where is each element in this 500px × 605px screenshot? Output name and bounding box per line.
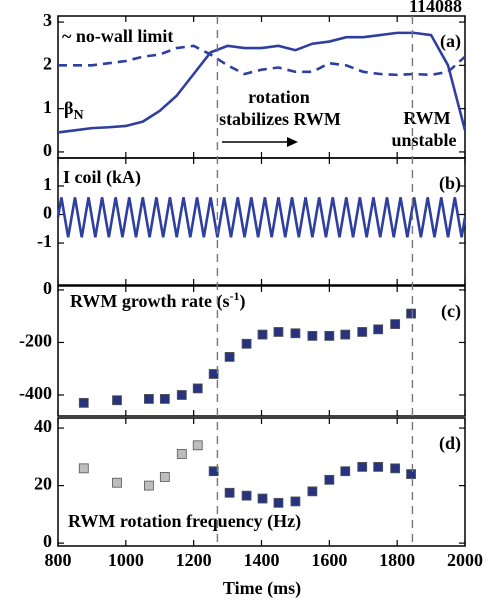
data-point — [224, 487, 235, 498]
x-tick-label: 2000 — [447, 550, 483, 570]
y-tick-label: 40 — [34, 416, 52, 436]
data-point — [143, 394, 154, 404]
y-tick-label: 1 — [43, 97, 52, 117]
data-line — [56, 197, 467, 238]
panel-title-sup: -1 — [230, 289, 240, 303]
y-tick-label: 20 — [34, 474, 52, 494]
panel-title: RWM growth rate (s — [70, 291, 230, 312]
panel-title: I coil (kA) — [63, 167, 141, 188]
data-point — [159, 394, 170, 404]
annotation: rotation — [248, 87, 310, 107]
data-point — [324, 474, 335, 485]
y-tick-label: 0 — [43, 203, 52, 223]
panel-label: (a) — [440, 31, 461, 52]
panel-title: ) — [240, 291, 246, 312]
arrow-head — [287, 137, 298, 147]
annotation: unstable — [391, 130, 456, 150]
panel-label: (c) — [441, 301, 461, 322]
series-label: βN — [64, 98, 84, 123]
data-point — [390, 463, 401, 474]
data-point — [78, 397, 89, 408]
data-point — [192, 440, 203, 451]
data-point — [273, 497, 284, 508]
data-point — [324, 330, 335, 341]
data-point — [373, 461, 384, 472]
y-tick-label: 0 — [43, 531, 52, 551]
data-point — [143, 480, 154, 491]
shot-number: 114088 — [409, 0, 462, 16]
data-point — [159, 472, 170, 482]
data-point — [340, 466, 351, 477]
y-tick-label: 0 — [43, 140, 52, 160]
data-point — [373, 324, 384, 335]
data-point — [208, 369, 219, 379]
data-point — [257, 493, 268, 504]
data-point — [112, 395, 122, 406]
data-point — [241, 490, 252, 501]
annotation: stabilizes RWM — [219, 109, 341, 129]
data-point — [208, 466, 219, 477]
panel-label: (b) — [439, 173, 461, 194]
y-tick-label: -200 — [19, 331, 52, 351]
data-point — [357, 327, 368, 337]
panel-title: RWM growth rate (s-1) — [70, 289, 246, 312]
data-line — [58, 44, 466, 77]
data-point — [224, 352, 235, 362]
data-point — [390, 319, 401, 329]
x-tick-label: 1600 — [311, 550, 347, 570]
x-axis-label: Time (ms) — [223, 578, 301, 599]
y-tick-label: -1 — [37, 231, 52, 251]
data-point — [307, 486, 318, 497]
data-point — [192, 383, 203, 394]
data-point — [406, 308, 416, 319]
x-tick-label: 1800 — [379, 550, 415, 570]
data-point — [273, 327, 284, 337]
x-tick-label: 1200 — [176, 550, 212, 570]
x-tick-label: 1400 — [244, 550, 280, 570]
series-label: β — [64, 98, 73, 118]
data-point — [290, 328, 301, 339]
annotation: RWM — [403, 108, 450, 128]
y-tick-label: 2 — [43, 53, 52, 73]
series-label: ~ no-wall limit — [62, 26, 173, 46]
data-point — [406, 469, 416, 479]
y-tick-label: 1 — [43, 174, 52, 194]
data-point — [340, 329, 351, 340]
data-point — [357, 461, 368, 472]
data-point — [176, 390, 187, 400]
x-tick-label: 1000 — [108, 550, 144, 570]
data-point — [78, 463, 89, 474]
panel-title: RWM rotation frequency (Hz) — [68, 511, 301, 532]
data-point — [241, 338, 252, 349]
data-point — [112, 477, 122, 488]
data-point — [176, 449, 187, 459]
y-tick-label: 0 — [43, 278, 52, 298]
x-tick-label: 800 — [45, 550, 72, 570]
data-point — [307, 330, 318, 341]
series-label-sub: N — [73, 108, 83, 123]
data-line — [57, 31, 467, 134]
data-point — [257, 329, 268, 340]
y-tick-label: -400 — [19, 383, 52, 403]
data-point — [290, 496, 301, 507]
y-tick-label: 3 — [43, 10, 52, 30]
panel-label: (d) — [439, 433, 461, 454]
